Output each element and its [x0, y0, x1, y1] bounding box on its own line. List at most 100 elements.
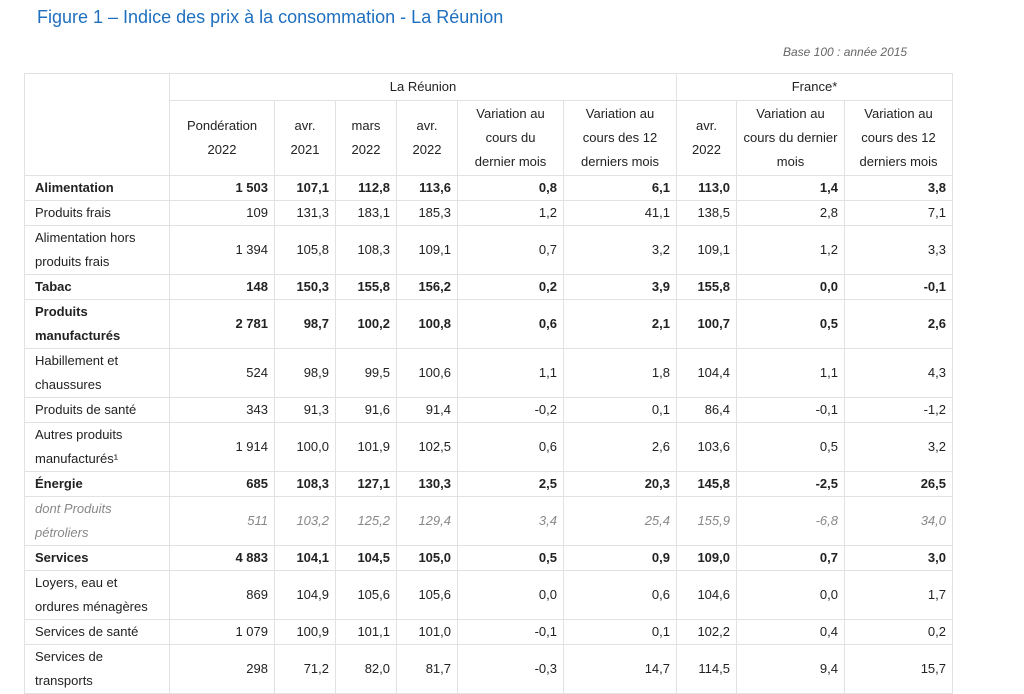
table-cell: 103,2 — [274, 496, 336, 546]
table-cell: 86,4 — [676, 397, 737, 423]
column-header: avr. 2021 — [274, 100, 336, 176]
table-cell: 0,7 — [457, 225, 564, 275]
table-cell: 1 914 — [169, 422, 275, 472]
table-row: Alimentation 1 503 107,1 112,8 113,6 0,8 6,1 11… — [24, 175, 953, 201]
table-cell: 108,3 — [274, 471, 336, 497]
table-row: Alimentation hors produits frais 1 394 105… — [24, 225, 953, 275]
table-cell: 91,3 — [274, 397, 336, 423]
table-cell: 2,5 — [457, 471, 564, 497]
column-header: Variation au cours du dernier mois — [457, 100, 564, 176]
table-row: Produits de santé 343 91,3 91,6 91,4 -0,2 0,1 8… — [24, 397, 953, 423]
table-cell: 2,1 — [563, 299, 677, 349]
column-header-row: Pondération 2022 avr. 2021 mars 2022 avr. 2… — [25, 100, 953, 176]
table-cell: 0,1 — [563, 619, 677, 645]
table-cell: 4,3 — [844, 348, 953, 398]
table-cell: 298 — [169, 644, 275, 694]
table-cell: -0,1 — [457, 619, 564, 645]
table-cell: 155,9 — [676, 496, 737, 546]
table-cell: -1,2 — [844, 397, 953, 423]
table-cell: 2,8 — [736, 200, 845, 226]
table-cell: 0,5 — [457, 545, 564, 571]
table-cell: 25,4 — [563, 496, 677, 546]
table-cell: 104,9 — [274, 570, 336, 620]
row-label: Produits manufacturés — [24, 299, 170, 349]
table-cell: 100,2 — [335, 299, 397, 349]
group-header-reunion: La Réunion — [169, 73, 677, 101]
table-cell: 0,6 — [563, 570, 677, 620]
table-cell: 2,6 — [563, 422, 677, 472]
table-cell: 105,6 — [396, 570, 458, 620]
table-cell: 0,4 — [736, 619, 845, 645]
table-cell: -2,5 — [736, 471, 845, 497]
table-cell: 109,0 — [676, 545, 737, 571]
table-row: Autres produits manufacturés¹ 1 914 100,0 1… — [24, 422, 953, 472]
table-cell: 185,3 — [396, 200, 458, 226]
table-cell: 343 — [169, 397, 275, 423]
table-cell: 104,5 — [335, 545, 397, 571]
table-body: Alimentation 1 503 107,1 112,8 113,6 0,8 6,1 11… — [24, 175, 953, 694]
column-header: avr. 2022 — [396, 100, 458, 176]
row-label: Services de transports — [24, 644, 170, 694]
table-row: Produits manufacturés 2 781 98,7 100,2 100,8… — [24, 299, 953, 349]
table-cell: -0,1 — [736, 397, 845, 423]
row-label: Tabac — [24, 274, 170, 300]
table-cell: 138,5 — [676, 200, 737, 226]
row-label: Produits frais — [24, 200, 170, 226]
table-cell: 7,1 — [844, 200, 953, 226]
table-cell: 155,8 — [335, 274, 397, 300]
table-cell: 524 — [169, 348, 275, 398]
table-cell: 104,6 — [676, 570, 737, 620]
table-cell: 109,1 — [396, 225, 458, 275]
table-cell: 71,2 — [274, 644, 336, 694]
table-cell: 3,2 — [563, 225, 677, 275]
table-cell: 0,7 — [736, 545, 845, 571]
table-row: Services de transports 298 71,2 82,0 81,7 -0,… — [24, 644, 953, 694]
table-cell: 20,3 — [563, 471, 677, 497]
table-cell: 109,1 — [676, 225, 737, 275]
table-cell: 26,5 — [844, 471, 953, 497]
table-row: Loyers, eau et ordures ménagères 869 104,9… — [24, 570, 953, 620]
table-cell: 1,1 — [457, 348, 564, 398]
table-cell: 91,4 — [396, 397, 458, 423]
row-label: Services de santé — [24, 619, 170, 645]
table-cell: 98,9 — [274, 348, 336, 398]
table-cell: 0,5 — [736, 422, 845, 472]
table-cell: 114,5 — [676, 644, 737, 694]
table-cell: 1 503 — [169, 175, 275, 201]
table-cell: 14,7 — [563, 644, 677, 694]
column-header: avr. 2022 — [676, 100, 737, 176]
table-cell: 129,4 — [396, 496, 458, 546]
row-label: Alimentation hors produits frais — [24, 225, 170, 275]
table-cell: 105,0 — [396, 545, 458, 571]
table-cell: 82,0 — [335, 644, 397, 694]
table-row: Services 4 883 104,1 104,5 105,0 0,5 0,9 109,0 0… — [24, 545, 953, 571]
table-cell: 100,8 — [396, 299, 458, 349]
table-cell: 145,8 — [676, 471, 737, 497]
column-header: Variation au cours des 12 derniers mois — [563, 100, 677, 176]
table-cell: 1,8 — [563, 348, 677, 398]
table-cell: 107,1 — [274, 175, 336, 201]
table-cell: 1,4 — [736, 175, 845, 201]
column-header: Pondération 2022 — [169, 100, 275, 176]
table-cell: 6,1 — [563, 175, 677, 201]
column-header: Variation au cours des 12 derniers mois — [844, 100, 953, 176]
table-cell: 102,5 — [396, 422, 458, 472]
cpi-table: La Réunion France* Pondération 2022 avr. … — [24, 73, 953, 694]
table-cell: 155,8 — [676, 274, 737, 300]
table-cell: 105,8 — [274, 225, 336, 275]
table-cell: 0,2 — [457, 274, 564, 300]
table-cell: 0,9 — [563, 545, 677, 571]
row-label: Énergie — [24, 471, 170, 497]
table-cell: 100,7 — [676, 299, 737, 349]
table-cell: 2,6 — [844, 299, 953, 349]
table-cell: -0,3 — [457, 644, 564, 694]
table-cell: 100,6 — [396, 348, 458, 398]
table-cell: 101,0 — [396, 619, 458, 645]
base-note: Base 100 : année 2015 — [783, 45, 908, 59]
table-cell: 1,7 — [844, 570, 953, 620]
table-cell: 4 883 — [169, 545, 275, 571]
table-cell: -6,8 — [736, 496, 845, 546]
table-cell: 91,6 — [335, 397, 397, 423]
table-cell: -0,2 — [457, 397, 564, 423]
table-cell: 2 781 — [169, 299, 275, 349]
